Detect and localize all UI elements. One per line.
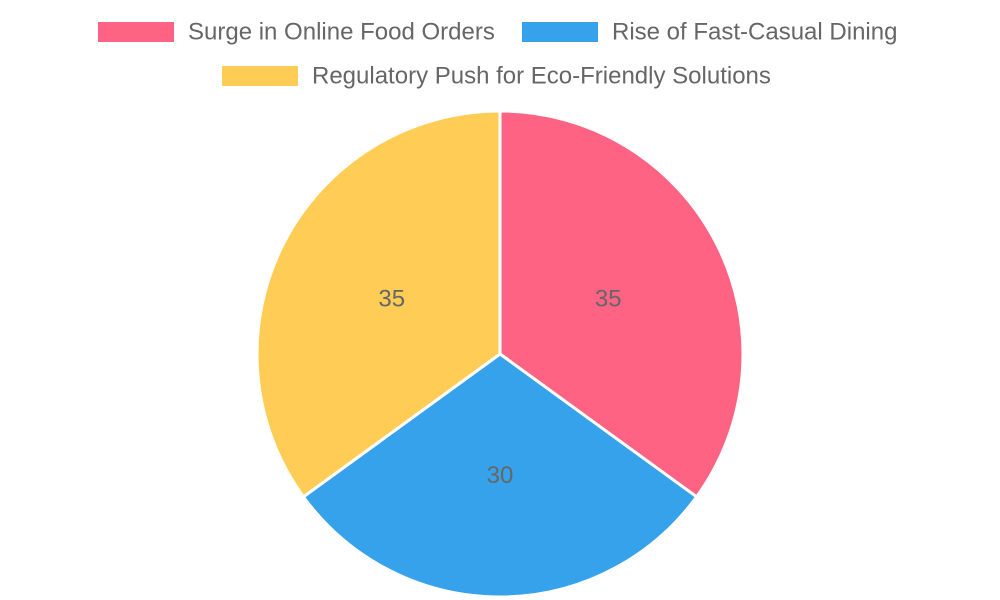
pie-slice[interactable] [498, 109, 745, 499]
slice-labels: 35 30 35 [378, 285, 621, 489]
legend-label: Rise of Fast-Casual Dining [612, 19, 897, 46]
pie-slice[interactable] [301, 352, 699, 599]
pie-slices [255, 109, 745, 599]
legend-swatch [222, 66, 298, 86]
legend-item[interactable]: Rise of Fast-Casual Dining [522, 19, 897, 46]
pie-slice[interactable] [255, 109, 502, 499]
legend: Surge in Online Food Orders Rise of Fast-… [98, 19, 897, 90]
legend-label: Surge in Online Food Orders [188, 19, 495, 46]
legend-item[interactable]: Surge in Online Food Orders [98, 19, 495, 46]
legend-swatch [522, 22, 598, 42]
slice-value-label: 30 [487, 462, 514, 489]
slice-value-label: 35 [378, 285, 405, 312]
legend-item[interactable]: Regulatory Push for Eco-Friendly Solutio… [222, 63, 771, 90]
legend-label: Regulatory Push for Eco-Friendly Solutio… [312, 63, 771, 90]
legend-swatch [98, 22, 174, 42]
slice-value-label: 35 [595, 285, 622, 312]
